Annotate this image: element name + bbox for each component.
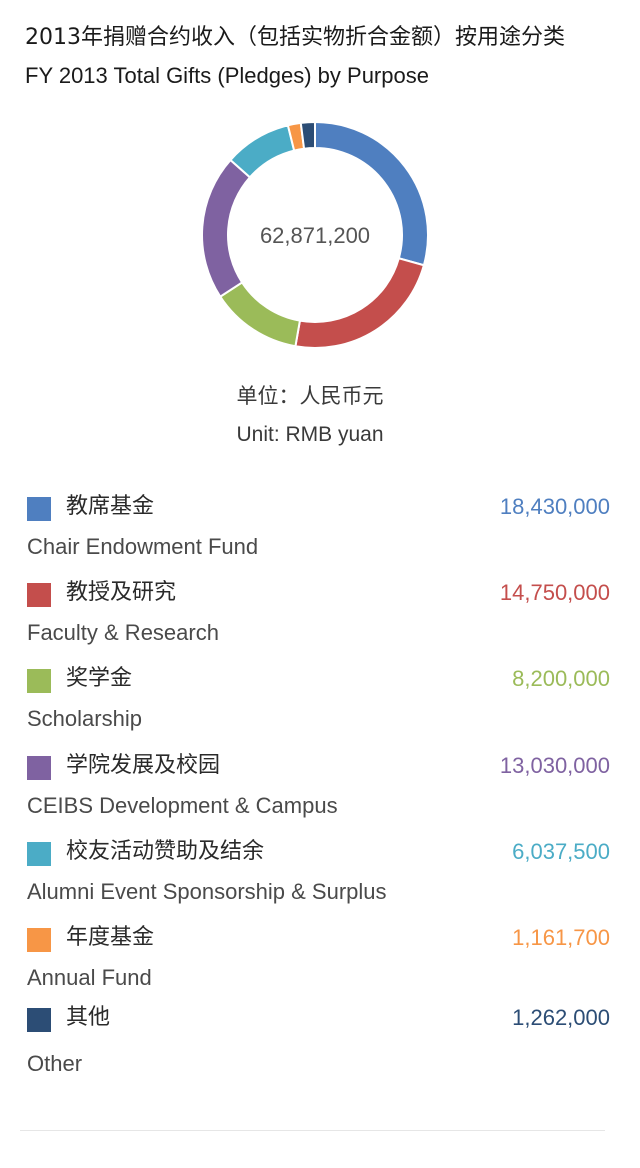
legend-swatch — [27, 756, 51, 780]
legend-value: 6,037,500 — [512, 839, 610, 864]
legend-value: 18,430,000 — [499, 494, 610, 519]
legend-label-cn: 奖学金 — [66, 666, 133, 691]
legend-label-cn: 教席基金 — [66, 494, 155, 519]
donut-center-total: 62,871,200 — [260, 223, 370, 248]
legend-swatch — [27, 1008, 51, 1032]
unit-label-en: Unit: RMB yuan — [236, 423, 384, 446]
legend-label-en: Chair Endowment Fund — [27, 534, 259, 559]
legend-swatch — [27, 842, 51, 866]
donut-slice-faculty-research — [294, 257, 426, 349]
legend-swatch — [27, 497, 51, 521]
chart-subtitle: FY 2013 Total Gifts (Pledges) by Purpose — [25, 63, 429, 88]
donut-slice-ceibs-development-campus — [201, 158, 252, 299]
legend-label-en: Scholarship — [27, 706, 142, 731]
donut-slice-alumni-event-sponsorship-surplus — [229, 124, 296, 179]
legend-swatch — [27, 583, 51, 607]
donut-slice-other — [299, 120, 316, 150]
legend-label-en: Alumni Event Sponsorship & Surplus — [27, 879, 387, 904]
legend-label-cn: 年度基金 — [66, 925, 155, 950]
donut-slices — [201, 120, 429, 349]
donut-chart: 62,871,200 — [201, 120, 429, 349]
legend-value: 13,030,000 — [499, 753, 610, 778]
donut-slice-scholarship — [218, 281, 302, 348]
legend-value: 1,262,000 — [512, 1005, 610, 1030]
legend-value: 14,750,000 — [499, 580, 610, 605]
legend-value: 1,161,700 — [512, 925, 610, 950]
legend-swatch — [27, 669, 51, 693]
unit-label-cn: 单位：人民币元 — [236, 384, 384, 408]
legend-swatch — [27, 928, 51, 952]
bottom-divider — [20, 1130, 605, 1131]
legend-label-cn: 校友活动赞助及结余 — [66, 839, 265, 864]
legend-label-cn: 学院发展及校园 — [66, 753, 221, 778]
legend-label-en: Faculty & Research — [27, 620, 219, 645]
legend-value: 8,200,000 — [512, 666, 610, 691]
legend-label-en: CEIBS Development & Campus — [27, 793, 338, 818]
legend-label-cn: 教授及研究 — [66, 580, 177, 605]
legend-label-en: Other — [27, 1051, 83, 1076]
legend-label-cn: 其他 — [66, 1005, 111, 1030]
legend-label-en: Annual Fund — [27, 965, 152, 990]
chart-title: 2013年捐赠合约收入（包括实物折合金额）按用途分类 — [25, 25, 565, 50]
